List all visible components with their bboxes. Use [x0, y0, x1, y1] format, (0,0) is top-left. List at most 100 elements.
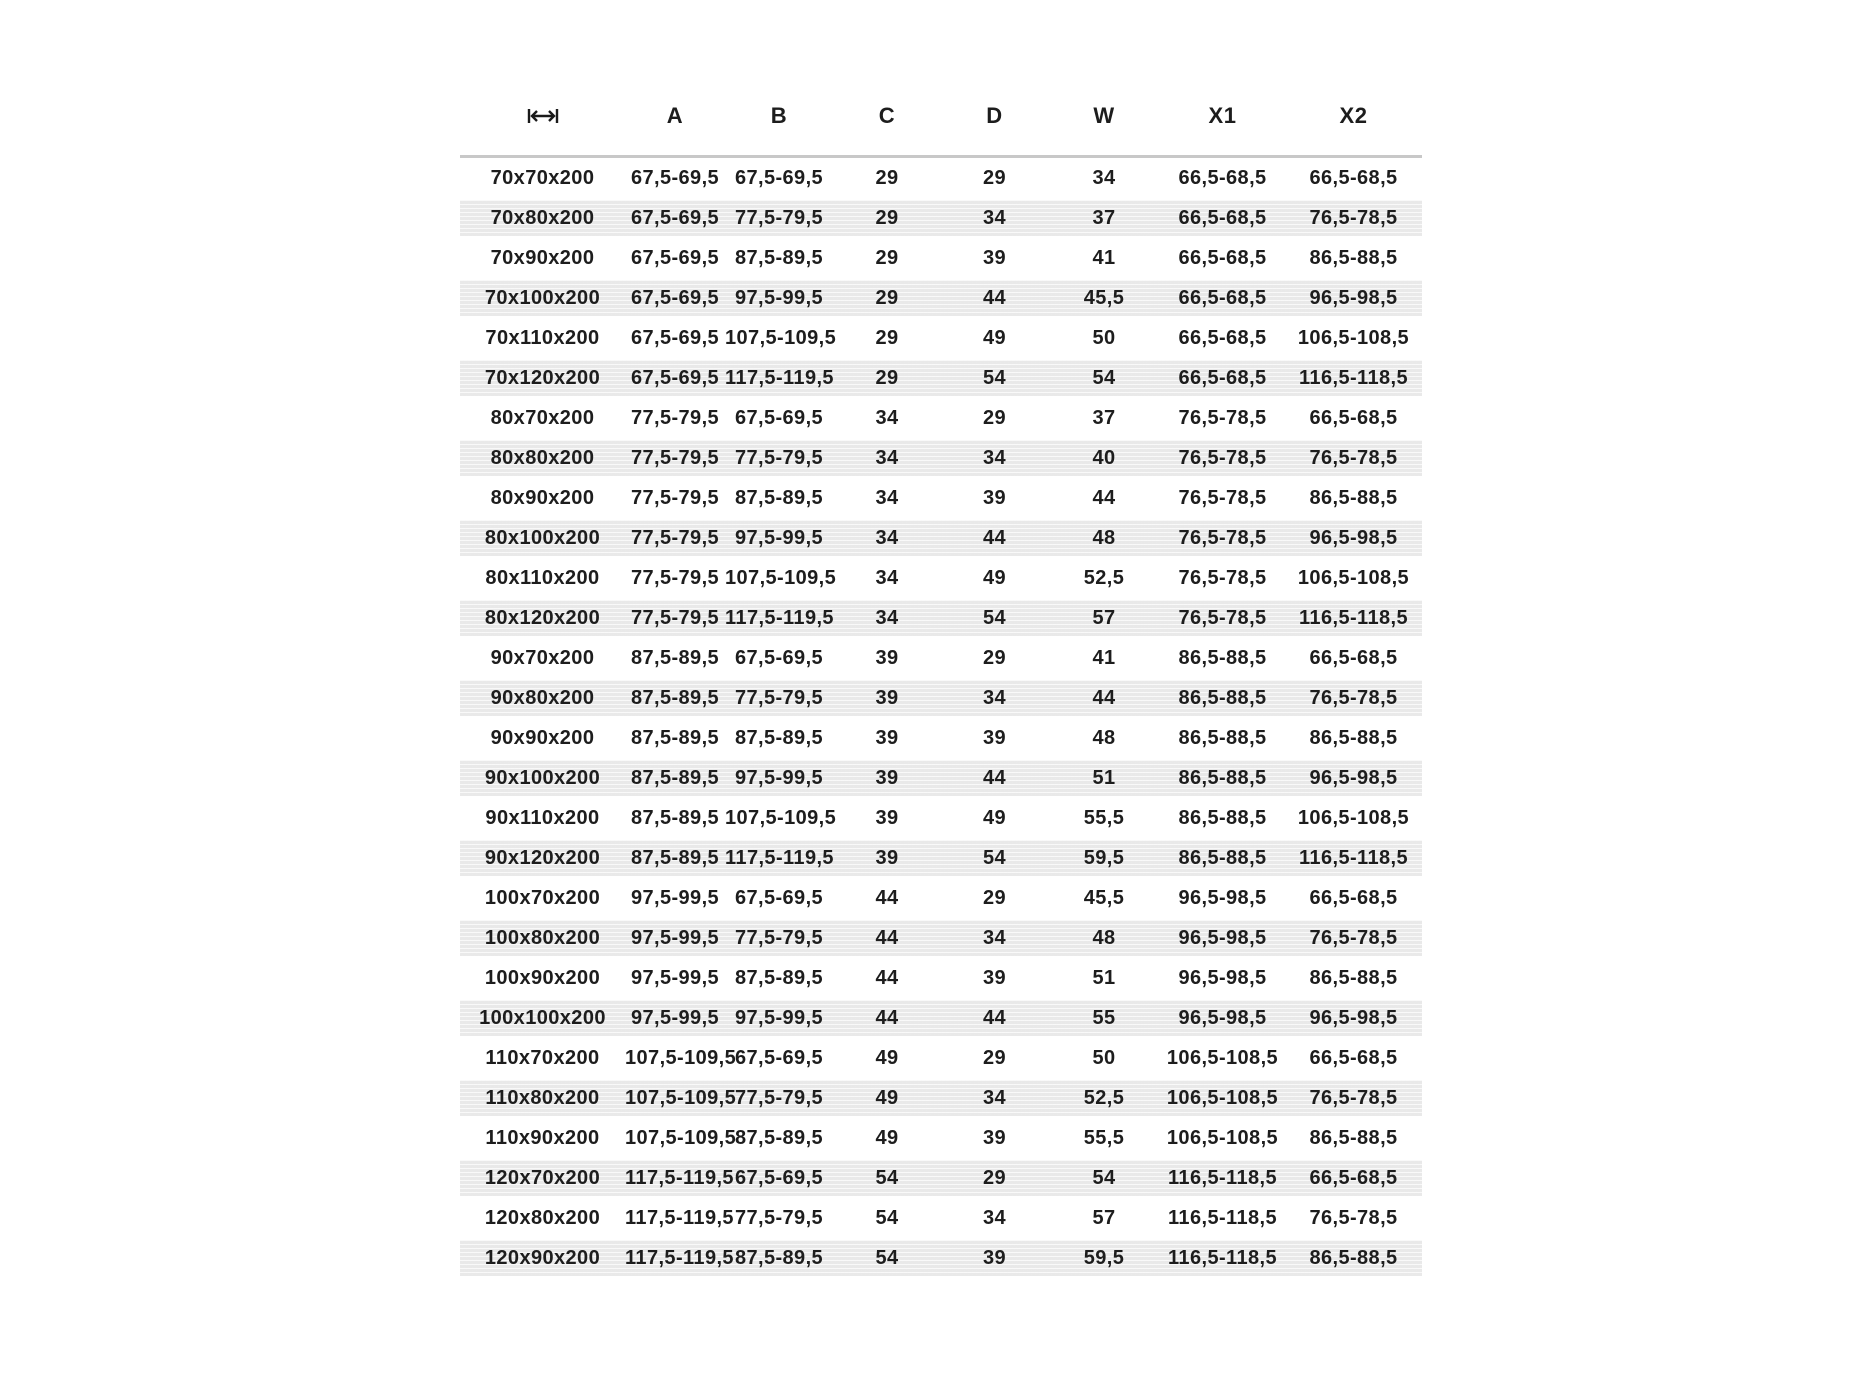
column-header-c: C	[878, 102, 896, 128]
value-cell-c: 34	[875, 446, 899, 469]
size-cell: 110x80x200	[485, 1086, 600, 1109]
value-cell-x1: 96,5-98,5	[1178, 886, 1267, 909]
value-cell-w: 37	[1092, 406, 1116, 429]
table-row: 80x70x200 77,5-79,5 67,5-69,5 34 29 37 7…	[460, 398, 1422, 438]
value-cell-x1: 96,5-98,5	[1178, 966, 1267, 989]
value-cell-w: 41	[1092, 246, 1116, 269]
dimension-spec-table: A B C D W X1 X2 70x70x200 67,5-69,5 67,5…	[460, 76, 1422, 1278]
value-cell-c: 49	[875, 1086, 899, 1109]
size-cell: 80x70x200	[490, 406, 595, 429]
value-cell-b: 67,5-69,5	[734, 1166, 824, 1189]
value-cell-a: 67,5-69,5	[630, 366, 720, 389]
value-cell-x1: 76,5-78,5	[1178, 566, 1267, 589]
column-header-w: W	[1093, 102, 1115, 128]
value-cell-x1: 86,5-88,5	[1178, 806, 1267, 829]
value-cell-x2: 66,5-68,5	[1309, 646, 1398, 669]
size-column-header	[460, 106, 625, 126]
value-cell-d: 54	[982, 846, 1007, 869]
value-cell-w: 57	[1092, 1206, 1116, 1229]
value-cell-x2: 76,5-78,5	[1309, 446, 1398, 469]
value-cell-b: 87,5-89,5	[734, 246, 824, 269]
value-cell-w: 51	[1092, 766, 1116, 789]
value-cell-d: 29	[982, 646, 1007, 669]
column-header-d: D	[986, 102, 1003, 128]
value-cell-b: 77,5-79,5	[734, 1086, 824, 1109]
size-cell: 70x90x200	[490, 246, 595, 269]
value-cell-b: 97,5-99,5	[734, 1006, 824, 1029]
value-cell-x2: 96,5-98,5	[1309, 526, 1398, 549]
value-cell-c: 49	[875, 1046, 899, 1069]
value-cell-x1: 106,5-108,5	[1166, 1086, 1279, 1109]
value-cell-b: 77,5-79,5	[734, 926, 824, 949]
value-cell-b: 107,5-109,5	[725, 566, 837, 589]
value-cell-c: 54	[875, 1166, 899, 1189]
value-cell-d: 44	[982, 526, 1007, 549]
value-cell-c: 29	[875, 246, 899, 269]
table-row: 80x90x200 77,5-79,5 87,5-89,5 34 39 44 7…	[460, 478, 1422, 518]
value-cell-w: 45,5	[1083, 886, 1125, 909]
value-cell-b: 67,5-69,5	[734, 166, 824, 189]
value-cell-c: 29	[875, 166, 899, 189]
value-cell-b: 77,5-79,5	[734, 1206, 824, 1229]
value-cell-d: 44	[982, 1006, 1007, 1029]
value-cell-w: 54	[1092, 366, 1116, 389]
table-row: 70x100x200 67,5-69,5 97,5-99,5 29 44 45,…	[460, 278, 1422, 318]
value-cell-d: 39	[982, 726, 1007, 749]
value-cell-d: 29	[982, 166, 1007, 189]
value-cell-d: 54	[982, 606, 1007, 629]
value-cell-d: 39	[982, 966, 1007, 989]
table-row: 110x90x200 107,5-109,5 87,5-89,5 49 39 5…	[460, 1118, 1422, 1158]
column-header-x2: X2	[1339, 102, 1368, 128]
table-row: 70x70x200 67,5-69,5 67,5-69,5 29 29 34 6…	[460, 158, 1422, 198]
value-cell-x2: 116,5-118,5	[1299, 846, 1408, 869]
value-cell-c: 49	[875, 1126, 899, 1149]
table-row: 70x110x200 67,5-69,5 107,5-109,5 29 49 5…	[460, 318, 1422, 358]
value-cell-b: 77,5-79,5	[734, 206, 824, 229]
value-cell-b: 107,5-109,5	[725, 326, 837, 349]
value-cell-a: 97,5-99,5	[630, 926, 720, 949]
value-cell-w: 50	[1092, 326, 1116, 349]
value-cell-x1: 66,5-68,5	[1178, 206, 1267, 229]
value-cell-x1: 106,5-108,5	[1166, 1046, 1279, 1069]
value-cell-b: 117,5-119,5	[725, 366, 834, 389]
value-cell-w: 34	[1092, 166, 1116, 189]
value-cell-w: 54	[1092, 1166, 1116, 1189]
value-cell-w: 40	[1092, 446, 1116, 469]
table-row: 120x70x200 117,5-119,5 67,5-69,5 54 29 5…	[460, 1158, 1422, 1198]
value-cell-x1: 116,5-118,5	[1168, 1246, 1277, 1269]
value-cell-d: 29	[982, 886, 1007, 909]
value-cell-x1: 86,5-88,5	[1178, 846, 1267, 869]
value-cell-w: 51	[1092, 966, 1116, 989]
table-row: 70x120x200 67,5-69,5 117,5-119,5 29 54 5…	[460, 358, 1422, 398]
table-row: 100x100x200 97,5-99,5 97,5-99,5 44 44 55…	[460, 998, 1422, 1038]
value-cell-d: 34	[982, 1206, 1007, 1229]
value-cell-w: 55,5	[1083, 806, 1125, 829]
value-cell-a: 87,5-89,5	[630, 806, 720, 829]
size-cell: 70x80x200	[490, 206, 595, 229]
value-cell-w: 59,5	[1083, 846, 1125, 869]
value-cell-d: 39	[982, 1246, 1007, 1269]
value-cell-x2: 86,5-88,5	[1309, 486, 1398, 509]
value-cell-w: 59,5	[1083, 1246, 1125, 1269]
value-cell-x2: 106,5-108,5	[1297, 566, 1410, 589]
table-row: 110x80x200 107,5-109,5 77,5-79,5 49 34 5…	[460, 1078, 1422, 1118]
value-cell-d: 39	[982, 486, 1007, 509]
table-row: 100x80x200 97,5-99,5 77,5-79,5 44 34 48 …	[460, 918, 1422, 958]
table-row: 100x90x200 97,5-99,5 87,5-89,5 44 39 51 …	[460, 958, 1422, 998]
value-cell-c: 34	[875, 486, 899, 509]
value-cell-x1: 66,5-68,5	[1178, 166, 1267, 189]
table-row: 80x100x200 77,5-79,5 97,5-99,5 34 44 48 …	[460, 518, 1422, 558]
value-cell-w: 52,5	[1083, 566, 1125, 589]
value-cell-x2: 86,5-88,5	[1309, 966, 1398, 989]
value-cell-a: 77,5-79,5	[630, 566, 720, 589]
table-row: 110x70x200 107,5-109,5 67,5-69,5 49 29 5…	[460, 1038, 1422, 1078]
value-cell-b: 97,5-99,5	[734, 766, 824, 789]
value-cell-x1: 86,5-88,5	[1178, 766, 1267, 789]
value-cell-a: 87,5-89,5	[630, 846, 720, 869]
value-cell-b: 97,5-99,5	[734, 526, 824, 549]
value-cell-x2: 96,5-98,5	[1309, 286, 1398, 309]
value-cell-c: 44	[875, 926, 899, 949]
value-cell-w: 55,5	[1083, 1126, 1125, 1149]
value-cell-c: 29	[875, 366, 899, 389]
column-header-b: B	[770, 102, 788, 128]
